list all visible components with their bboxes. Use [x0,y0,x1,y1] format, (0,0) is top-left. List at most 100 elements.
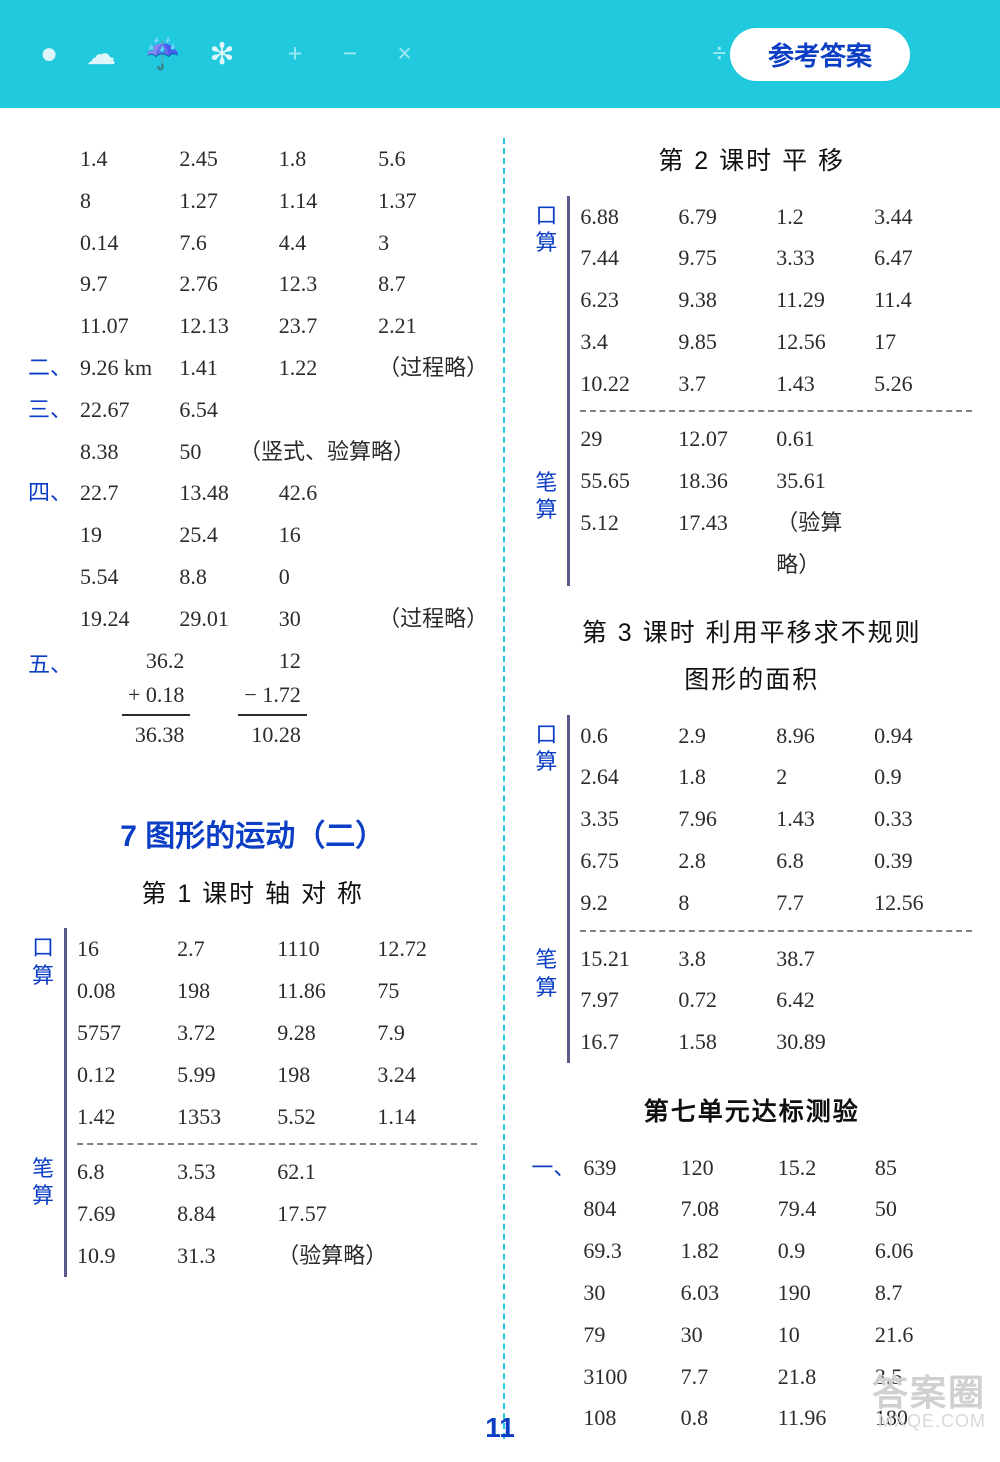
table-cell: 0.72 [678,979,776,1021]
table-cell: 0.94 [874,715,972,757]
arith1-op: + [128,682,140,707]
table-row: 7.449.753.336.47 [580,237,972,279]
table-cell: 16 [77,928,177,970]
table-row: 81.271.141.37 [80,180,477,222]
table-cell: 5.12 [580,502,678,586]
table-row: 1.4213535.521.14 [77,1096,477,1138]
table-row: 6.239.3811.2911.4 [580,279,972,321]
right-column: 第 2 课时 平 移 口算 笔算 6.886.791.23.447.449.75… [531,138,972,1439]
watermark-2: MXQE.COM [872,1412,986,1432]
table-cell: 8 [80,180,179,222]
table-cell: 75 [377,970,477,1012]
table-row: 3.357.961.430.33 [580,798,972,840]
table-cell: 0.08 [77,970,177,1012]
table-row: 2.641.820.9 [580,756,972,798]
table-cell: 6.88 [580,196,678,238]
table-cell: 62.1 [277,1151,377,1193]
table-cell: 5757 [77,1012,177,1054]
table-cell: 15.2 [778,1147,875,1189]
left-column: 1.42.451.85.681.271.141.370.147.64.439.7… [28,138,477,1439]
bisuan-label-1: 笔算 [28,1149,58,1210]
kousuan-label-2: 口算 [531,196,561,257]
table-cell: 1.27 [179,180,278,222]
table-cell: 12.3 [279,263,378,305]
table-cell: 1.58 [678,1021,776,1063]
table-cell: 17.43 [678,502,776,586]
table-row: 0.0819811.8675 [77,970,477,1012]
table-row: 19.2429.0130（过程略） [28,598,477,640]
table-row: 0.125.991983.24 [77,1054,477,1096]
table-row: 306.031908.7 [531,1272,972,1314]
table-cell: 1.2 [776,196,874,238]
table-cell: 1110 [277,928,377,970]
table-cell [874,418,972,460]
table-cell: 3.7 [678,363,776,405]
table-cell: 29.01 [179,598,278,640]
table-cell: 7.96 [678,798,776,840]
table-row: 15.213.838.7 [580,938,972,980]
table-cell: 11.07 [80,305,179,347]
table-cell: 9.28 [277,1012,377,1054]
lesson2-title: 第 2 课时 平 移 [531,138,972,186]
operator-icons: + − × ÷ [288,39,727,69]
table-cell: 1.37 [378,180,477,222]
table-cell [377,1151,477,1193]
table-cell: 7.44 [580,237,678,279]
table-cell: 5.26 [874,363,972,405]
table-cell: 4.4 [279,222,378,264]
page-number: 11 [0,1412,1000,1444]
row-index: 四、 [28,472,80,514]
table-row: 3.49.8512.5617 [580,321,972,363]
table-cell: 12.07 [678,418,776,460]
table-row: 6.83.5362.1 [77,1151,477,1193]
table-cell: 8.84 [177,1193,277,1235]
table-row: 57573.729.287.9 [77,1012,477,1054]
table-row: 1925.416 [28,514,477,556]
sec3-r2c2: （竖式、验算略） [239,431,477,473]
table-cell: 8.96 [776,715,874,757]
table-row: 5.548.80 [28,556,477,598]
table-cell: 7.9 [377,1012,477,1054]
table-cell: 22.7 [80,472,179,514]
table-cell: 30 [279,598,378,640]
sec3-r1c1: 6.54 [179,389,278,431]
table-cell: 10 [778,1314,875,1356]
table-cell: 0.61 [776,418,874,460]
table-cell: 17 [874,321,972,363]
table-row: 9.72.7612.38.7 [80,263,477,305]
table-cell [377,1193,477,1235]
table-cell: 1.8 [678,756,776,798]
lesson3-title-l2: 图形的面积 [531,657,972,705]
left-top-grid: 1.42.451.85.681.271.141.370.147.64.439.7… [28,138,477,347]
table-cell [377,1235,477,1277]
table-cell: 2.7 [177,928,277,970]
table-cell: 2.45 [179,138,278,180]
table-row: 0.147.64.43 [80,222,477,264]
bs3-grid: 15.213.838.77.970.726.4216.71.5830.89 [580,938,972,1063]
table-cell: 2 [776,756,874,798]
table-cell: 6.75 [580,840,678,882]
table-row: 8047.0879.450 [531,1188,972,1230]
table-cell: 6.8 [776,840,874,882]
bisuan-label-3: 笔算 [531,940,561,1001]
column-divider [503,138,505,1439]
table-cell [378,514,477,556]
table-cell: 8 [678,882,776,924]
table-row: 一、63912015.285 [531,1147,972,1189]
table-cell: 69.3 [583,1230,680,1272]
table-cell: 0.14 [80,222,179,264]
table-row: 0.62.98.960.94 [580,715,972,757]
table-cell: 0.12 [77,1054,177,1096]
row-index: 一、 [531,1147,583,1189]
bs1-grid: 6.83.5362.17.698.8417.5710.931.3（验算略） [77,1151,477,1276]
table-cell: 0 [279,556,378,598]
table-cell: 5.52 [277,1096,377,1138]
table-cell: 3.4 [580,321,678,363]
lesson1-title: 第 1 课时 轴 对 称 [28,871,477,919]
sec3-r1c0: 22.67 [80,389,179,431]
sec2-c2: 1.22 [279,347,378,389]
arith2-res: 10.28 [238,714,306,752]
table-cell: 190 [778,1272,875,1314]
table-cell: 30 [681,1314,778,1356]
table-cell: 804 [583,1188,680,1230]
